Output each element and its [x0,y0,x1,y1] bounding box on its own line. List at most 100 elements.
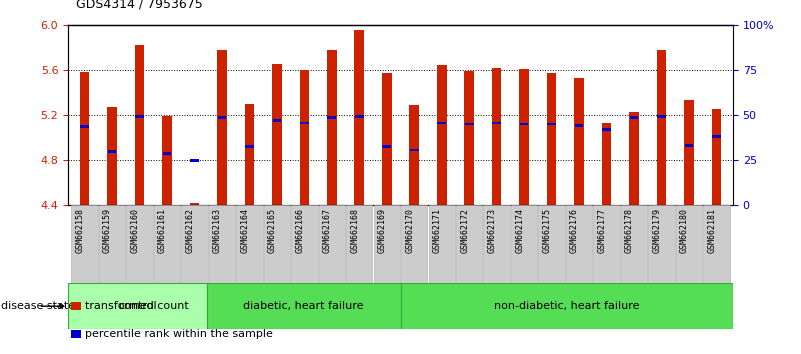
Text: GSM662172: GSM662172 [461,208,469,253]
Bar [135,115,144,118]
Bar [327,50,336,205]
Text: percentile rank within the sample: percentile rank within the sample [85,329,272,339]
Bar [676,205,702,283]
Bar [657,115,666,118]
Bar [703,205,730,283]
Bar [484,205,510,283]
Text: control: control [118,301,157,311]
Bar [630,116,638,119]
Bar [300,70,309,205]
Bar [300,121,308,124]
Text: GSM662163: GSM662163 [213,208,222,253]
Bar [190,203,199,205]
Text: GDS4314 / 7953675: GDS4314 / 7953675 [76,0,203,11]
Text: GSM662179: GSM662179 [653,208,662,253]
Bar [154,205,180,283]
Text: GSM662181: GSM662181 [707,208,716,253]
Bar [68,283,207,329]
Bar [373,205,400,283]
Bar [127,205,153,283]
Bar [465,123,473,125]
Bar [684,101,694,205]
Bar [712,135,721,138]
Bar [264,205,290,283]
Bar [190,159,199,161]
Bar [291,205,317,283]
Bar [685,144,694,147]
Bar [71,330,82,338]
Bar [538,205,565,283]
Bar [328,116,336,119]
Text: GSM662162: GSM662162 [186,208,195,253]
Bar [382,145,391,148]
Text: GSM662165: GSM662165 [268,208,277,253]
Bar [135,45,144,205]
Text: GSM662174: GSM662174 [515,208,524,253]
Bar [492,68,501,205]
Bar [566,205,592,283]
Text: GSM662158: GSM662158 [75,208,85,253]
Text: GSM662166: GSM662166 [296,208,304,253]
Bar [547,73,557,205]
Bar [630,112,639,205]
Bar [107,107,117,205]
Bar [456,205,482,283]
Bar [163,152,171,155]
Bar [346,205,372,283]
Bar [574,78,584,205]
Bar [245,145,254,148]
Bar [519,69,529,205]
Bar [319,205,345,283]
Bar [355,30,364,205]
Bar [207,283,400,329]
Text: GSM662168: GSM662168 [350,208,360,253]
Text: GSM662164: GSM662164 [240,208,249,253]
Bar [272,64,282,205]
Bar [107,150,116,153]
Bar [382,73,392,205]
Text: GSM662160: GSM662160 [131,208,139,253]
Text: disease state: disease state [2,301,75,311]
Text: GSM662169: GSM662169 [378,208,387,253]
Bar [520,123,529,125]
Bar [437,121,446,124]
Bar [602,128,611,131]
Bar [244,104,254,205]
Text: GSM662159: GSM662159 [103,208,112,253]
Bar [429,205,455,283]
Bar [401,205,428,283]
Bar [465,71,474,205]
Bar [80,72,90,205]
Text: non-diabetic, heart failure: non-diabetic, heart failure [494,301,639,311]
Bar [621,205,647,283]
Bar [71,302,82,310]
Text: GSM662177: GSM662177 [598,208,606,253]
Text: GSM662170: GSM662170 [405,208,414,253]
Bar [217,50,227,205]
Bar [711,109,721,205]
Text: GSM662167: GSM662167 [323,208,332,253]
Bar [594,205,620,283]
Bar [409,105,419,205]
Text: diabetic, heart failure: diabetic, heart failure [244,301,364,311]
Bar [657,50,666,205]
Bar [209,205,235,283]
Bar [437,65,446,205]
Text: GSM662171: GSM662171 [433,208,441,253]
Bar [80,125,89,128]
Bar [410,149,419,152]
Text: transformed count: transformed count [85,301,188,311]
Text: GSM662180: GSM662180 [680,208,689,253]
Text: GSM662161: GSM662161 [158,208,167,253]
Bar [648,205,674,283]
Text: GSM662173: GSM662173 [488,208,497,253]
Bar [162,116,171,205]
Bar [99,205,125,283]
Bar [236,205,263,283]
Bar [511,205,537,283]
Bar [602,123,611,205]
Bar [355,115,364,118]
Bar [547,123,556,125]
Bar [218,116,226,119]
Bar [400,283,733,329]
